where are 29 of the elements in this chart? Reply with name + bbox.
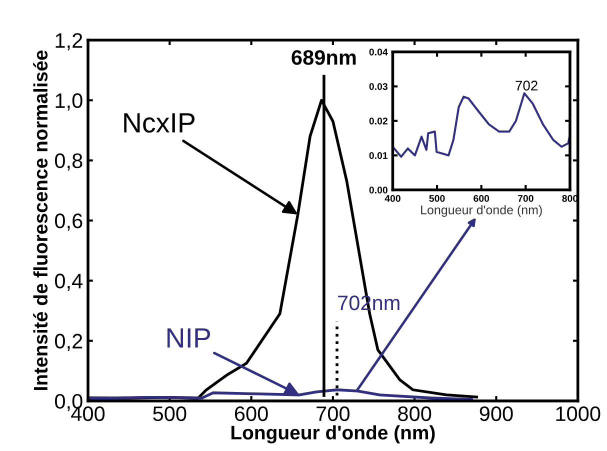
annotation: 702 [516, 80, 538, 91]
x-tick-label: 600 [474, 194, 490, 202]
x-tick-label: 600 [234, 406, 268, 422]
y-tick-label: 0.02 [369, 118, 388, 124]
x-tick-label: 700 [316, 406, 350, 422]
annotation: NIP [167, 328, 210, 348]
line-series [392, 92, 570, 158]
x-axis-title: Longueur d'onde (nm) [421, 205, 542, 217]
y-tick-label: 0.04 [369, 48, 388, 56]
y-tick-label: 0.01 [369, 152, 388, 159]
y-tick-label: 0.00 [369, 186, 388, 194]
y-tick-label: 1,0 [56, 93, 82, 110]
y-tick-label: 0,8 [55, 153, 82, 171]
ref-line-label: 689nm [292, 50, 356, 65]
annotation: NcxIP [124, 113, 195, 133]
x-tick-label: 500 [153, 406, 186, 422]
y-tick-label: 0,4 [55, 274, 83, 291]
y-tick-label: 0,6 [55, 214, 82, 231]
y-tick-label: 0,2 [55, 334, 82, 352]
x-tick-label: 700 [518, 194, 534, 202]
x-tick-label: 500 [429, 194, 445, 202]
x-tick-label: 1000 [556, 406, 600, 422]
x-tick-label: 800 [398, 406, 432, 422]
y-axis-title: Intensité de fluorescence normalisée [33, 50, 48, 390]
y-tick-label: 1,2 [56, 33, 82, 50]
x-tick-label: 900 [480, 406, 513, 422]
x-axis-title: Longueur d'onde (nm) [231, 425, 435, 444]
y-tick-label: 0.03 [369, 83, 388, 90]
x-tick-label: 400 [384, 194, 400, 202]
